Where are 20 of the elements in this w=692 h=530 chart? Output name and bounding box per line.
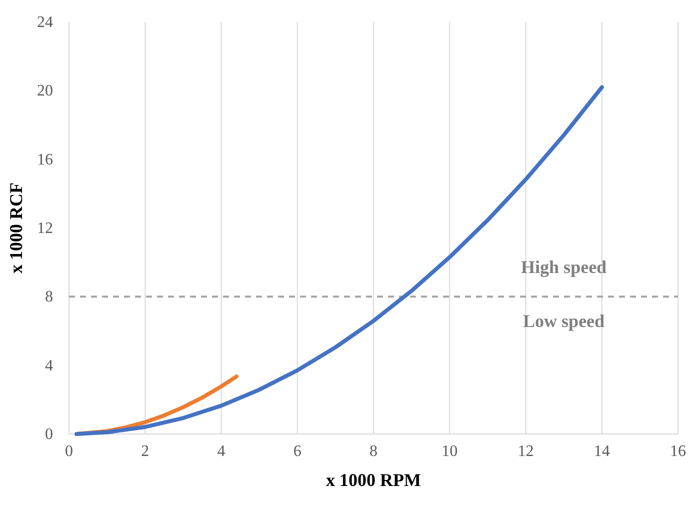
y-tick-label: 4 (45, 357, 53, 374)
y-tick-label: 12 (37, 220, 53, 237)
x-tick-label: 0 (65, 443, 73, 460)
y-tick-label: 8 (45, 288, 53, 306)
x-tick-label: 6 (293, 443, 302, 460)
x-tick-label: 12 (518, 443, 534, 460)
annotation: Low speed (523, 310, 605, 331)
x-tick-label: 4 (217, 443, 226, 460)
annotation: High speed (521, 256, 607, 277)
x-tick-label: 8 (370, 443, 378, 460)
y-tick-label: 0 (45, 426, 53, 443)
x-axis-title: x 1000 RPM (326, 470, 421, 490)
x-tick-label: 14 (594, 443, 610, 460)
y-tick-label: 16 (37, 151, 53, 168)
x-tick-label: 10 (442, 443, 458, 460)
y-tick-label: 24 (37, 14, 53, 31)
x-tick-label: 2 (141, 443, 150, 460)
x-tick-label: 16 (670, 443, 686, 460)
y-axis-title: x 1000 RCF (6, 182, 26, 274)
y-tick-label: 20 (37, 82, 53, 100)
